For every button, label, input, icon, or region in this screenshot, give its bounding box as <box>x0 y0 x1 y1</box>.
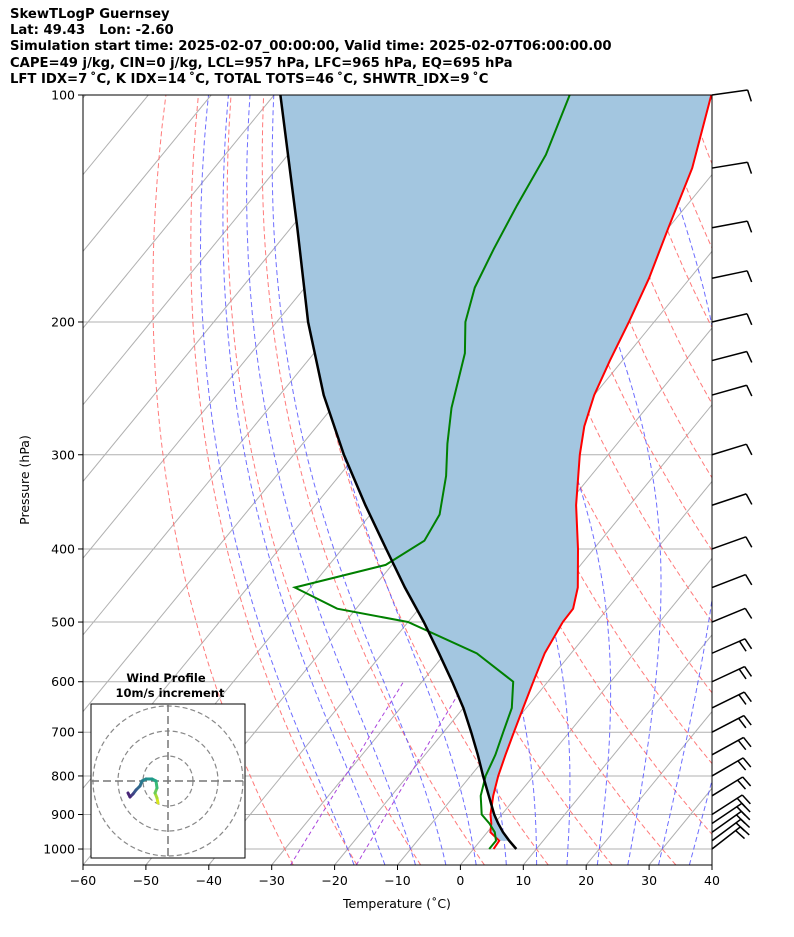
x-tick-label: −60 <box>70 873 96 888</box>
x-tick-label: −50 <box>133 873 159 888</box>
y-tick-label: 500 <box>51 615 75 630</box>
cape-area <box>280 95 712 841</box>
wind-barb <box>711 573 753 589</box>
isotherm <box>522 634 712 865</box>
y-tick-label: 400 <box>51 541 75 556</box>
y-tick-label: 200 <box>51 314 75 329</box>
x-tick-label: 10 <box>515 873 531 888</box>
x-axis-label: Temperature (˚C) <box>342 896 451 911</box>
inset-subtitle: 10m/s increment <box>116 686 225 700</box>
wind-profile-inset: Wind Profile 10m/s increment <box>90 671 246 859</box>
dewpoint-line <box>291 95 571 850</box>
y-tick-label: 900 <box>51 807 75 822</box>
mixing-ratio-line <box>290 681 404 865</box>
isotherm <box>83 95 212 253</box>
time-line: Simulation start time: 2025-02-07_00:00:… <box>10 39 612 55</box>
moist-adiabat <box>222 95 386 865</box>
wind-barb <box>711 350 753 363</box>
dry-adiabat <box>752 95 794 865</box>
isotherm <box>334 403 712 865</box>
moist-adiabat <box>246 95 416 865</box>
isotherm <box>460 557 712 865</box>
y-tick-label: 600 <box>51 674 75 689</box>
x-tick-label: −40 <box>196 873 222 888</box>
chart-header: SkewTLogP Guernsey Lat: 49.43 Lon: -2.60… <box>10 7 612 88</box>
location-line: Lat: 49.43 Lon: -2.60 <box>10 23 174 39</box>
dry-adiabat <box>190 95 358 865</box>
mixing-ratio-line <box>355 681 467 865</box>
wind-barb <box>711 89 753 102</box>
x-tick-label: 30 <box>641 873 657 888</box>
parcel-line <box>279 95 518 850</box>
wind-barb <box>711 776 752 797</box>
isotherm <box>711 864 712 865</box>
wind-barb <box>711 794 751 816</box>
wind-barb <box>711 313 753 326</box>
x-tick-label: −20 <box>321 873 347 888</box>
moist-adiabat <box>271 95 447 865</box>
temperature-line <box>489 95 712 850</box>
wind-barb <box>711 607 753 623</box>
dry-adiabat <box>393 95 712 836</box>
dry-adiabat <box>686 95 712 166</box>
moist-adiabat <box>646 95 712 865</box>
x-tick-label: −10 <box>384 873 410 888</box>
wind-barb <box>711 714 752 733</box>
wind-barb <box>711 691 752 709</box>
y-tick-label: 100 <box>51 88 75 103</box>
y-tick-label: 800 <box>51 768 75 783</box>
y-tick-label: 700 <box>51 725 75 740</box>
x-tick-label: 20 <box>578 873 594 888</box>
y-axis-label: Pressure (hPa) <box>17 435 32 525</box>
x-tick-label: −30 <box>259 873 285 888</box>
isotherm <box>83 95 86 99</box>
isotherm <box>585 710 712 865</box>
y-tick-label: 300 <box>51 447 75 462</box>
wind-barb <box>711 161 753 174</box>
wind-barb <box>711 536 753 550</box>
y-tick-label: 1000 <box>43 842 75 857</box>
x-tick-label: 0 <box>456 873 464 888</box>
isotherm <box>271 327 712 865</box>
wind-barb <box>711 270 753 283</box>
chart-title: SkewTLogP Guernsey <box>10 7 170 22</box>
isotherm <box>83 95 401 483</box>
hodograph-segment <box>126 791 132 799</box>
dry-adiabat <box>261 95 485 865</box>
cape-line: CAPE=49 j/kg, CIN=0 j/kg, LCL=957 hPa, L… <box>10 55 513 71</box>
isotherm <box>83 95 275 329</box>
wind-barb <box>711 443 753 456</box>
wind-barb <box>711 736 752 756</box>
dry-adiabat <box>785 95 794 865</box>
wind-barb <box>711 220 753 233</box>
wind-barb <box>711 638 753 654</box>
moist-adiabat <box>720 95 794 865</box>
dry-adiabat <box>720 95 794 865</box>
isotherm <box>83 95 338 406</box>
x-tick-label: 40 <box>704 873 720 888</box>
moist-adiabat <box>688 778 712 865</box>
wind-barb <box>711 384 753 397</box>
wind-barb <box>711 665 753 683</box>
inset-title: Wind Profile <box>126 671 206 685</box>
moist-adiabat <box>199 95 355 865</box>
indices-line: LFT IDX=7 ˚C, K IDX=14 ˚C, TOTAL TOTS=46… <box>10 71 489 87</box>
wind-barb <box>711 493 753 506</box>
dry-adiabat <box>152 95 294 865</box>
wind-barb <box>711 757 752 777</box>
